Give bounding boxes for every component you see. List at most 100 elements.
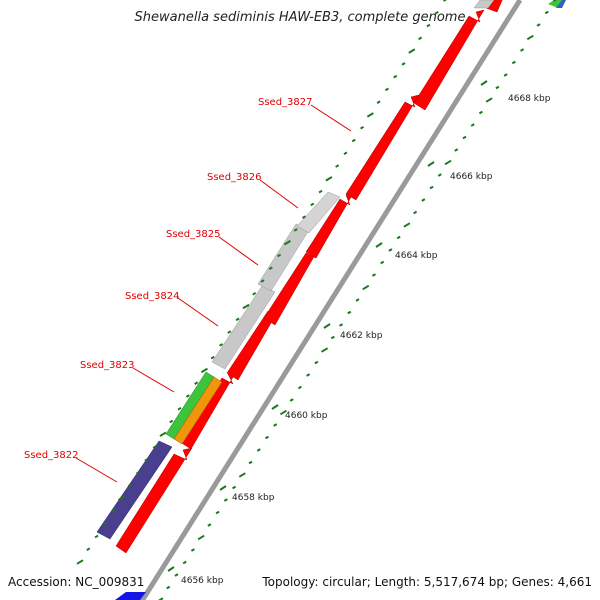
tick-dot xyxy=(429,185,434,190)
tick-dot xyxy=(185,394,190,398)
tick-dot xyxy=(318,189,323,194)
gene-label: Ssed_3826 xyxy=(207,172,262,183)
tick-dot xyxy=(396,235,401,240)
gene-label: Ssed_3823 xyxy=(80,360,135,371)
tick-dot xyxy=(351,138,356,143)
tick-dot xyxy=(434,11,439,15)
tick-dot xyxy=(511,60,516,65)
tick-dot xyxy=(283,240,291,246)
gene-blue xyxy=(115,592,146,600)
inner-tick-dots xyxy=(76,0,447,565)
tick-dot xyxy=(248,460,253,465)
tick-dot xyxy=(401,62,406,66)
tick-dot xyxy=(76,559,84,565)
tick-dot xyxy=(347,310,352,315)
tick-dot xyxy=(277,253,282,258)
gene-arrow xyxy=(115,447,193,554)
tick-dot xyxy=(408,48,416,54)
gene-label: Ssed_3824 xyxy=(125,291,180,302)
tick-dot xyxy=(111,509,116,513)
gene-labels: Ssed_3822 Ssed_3823 Ssed_3824 Ssed_3825 … xyxy=(24,97,352,483)
tick-dot xyxy=(343,151,348,156)
tick-dot xyxy=(520,48,525,52)
tick-dot xyxy=(444,159,452,166)
gene-grey xyxy=(473,0,495,9)
tick-dot xyxy=(227,330,232,334)
tick-dot xyxy=(200,367,208,374)
gene-blue-top xyxy=(556,0,566,8)
tick-dot xyxy=(442,0,447,2)
major-tick xyxy=(480,80,488,86)
tick-dot xyxy=(380,260,385,265)
gene-label: Ssed_3825 xyxy=(166,229,221,240)
tick-dot xyxy=(301,215,306,219)
tick-dot xyxy=(306,373,311,377)
major-tick xyxy=(167,566,175,572)
tick-dot xyxy=(293,228,298,232)
gene-grey xyxy=(296,191,341,234)
major-tick xyxy=(427,161,435,167)
tick-dot xyxy=(470,123,475,127)
gene-green-top xyxy=(548,0,564,8)
gene-grey xyxy=(257,223,310,292)
tick-dot xyxy=(330,335,335,340)
tick-dot xyxy=(335,164,340,168)
tick-dot xyxy=(495,85,500,90)
tick-dot xyxy=(215,510,220,515)
tick-dot xyxy=(485,97,493,103)
major-tick xyxy=(375,242,383,248)
tick-dot xyxy=(544,10,549,15)
tick-dot xyxy=(252,292,257,296)
tick-dot xyxy=(177,406,182,411)
tick-dot xyxy=(426,23,431,28)
tick-dot xyxy=(197,534,205,541)
tick-dot xyxy=(388,248,393,252)
tick-dot xyxy=(194,381,199,385)
tick-dot xyxy=(158,597,164,600)
tick-dot xyxy=(454,148,459,152)
tick-dot xyxy=(526,34,534,41)
tick-dot xyxy=(371,273,376,277)
accession-text: Accession: NC_009831 xyxy=(8,575,145,589)
tick-dot xyxy=(325,176,333,182)
tick-label: 4658 kbp xyxy=(232,493,275,503)
scale-ticks: 4656 kbp 4658 kbp 4660 kbp 4662 kbp 4664… xyxy=(167,80,551,586)
gene-arrow xyxy=(345,94,420,201)
tick-dot xyxy=(166,585,171,590)
tick-dot xyxy=(462,135,467,140)
tick-dot xyxy=(190,548,195,552)
tick-dot xyxy=(552,0,557,2)
tick-dot xyxy=(94,534,99,539)
tick-dot xyxy=(376,100,381,104)
gene-arrow xyxy=(179,371,237,450)
tick-dot xyxy=(210,355,215,360)
tick-dot xyxy=(355,298,360,302)
tick-dot xyxy=(503,73,508,77)
gene-orange xyxy=(173,376,223,445)
tick-dot xyxy=(159,431,167,437)
tick-dot xyxy=(536,23,541,27)
outer-tick-dots xyxy=(158,0,557,600)
tick-dot xyxy=(268,266,273,270)
tick-dot xyxy=(413,210,418,215)
tick-dot xyxy=(182,560,187,565)
tick-dot xyxy=(152,445,157,449)
gene-label: Ssed_3827 xyxy=(258,97,313,108)
tick-dot xyxy=(403,222,411,228)
tick-dot xyxy=(136,470,141,475)
tick-label: 4662 kbp xyxy=(340,331,383,341)
forward-strand-genes xyxy=(115,0,503,554)
tick-dot xyxy=(169,419,174,424)
major-tick xyxy=(323,323,331,329)
tick-dot xyxy=(393,74,398,79)
tick-dot xyxy=(421,198,426,202)
tick-dot xyxy=(238,472,246,478)
tick-dot xyxy=(219,343,224,347)
tick-label: 4660 kbp xyxy=(285,411,328,421)
tick-dot xyxy=(223,498,228,502)
tick-dot xyxy=(273,423,278,427)
tick-dot xyxy=(86,547,91,551)
tick-dot xyxy=(279,409,287,416)
tick-dot xyxy=(127,483,132,488)
